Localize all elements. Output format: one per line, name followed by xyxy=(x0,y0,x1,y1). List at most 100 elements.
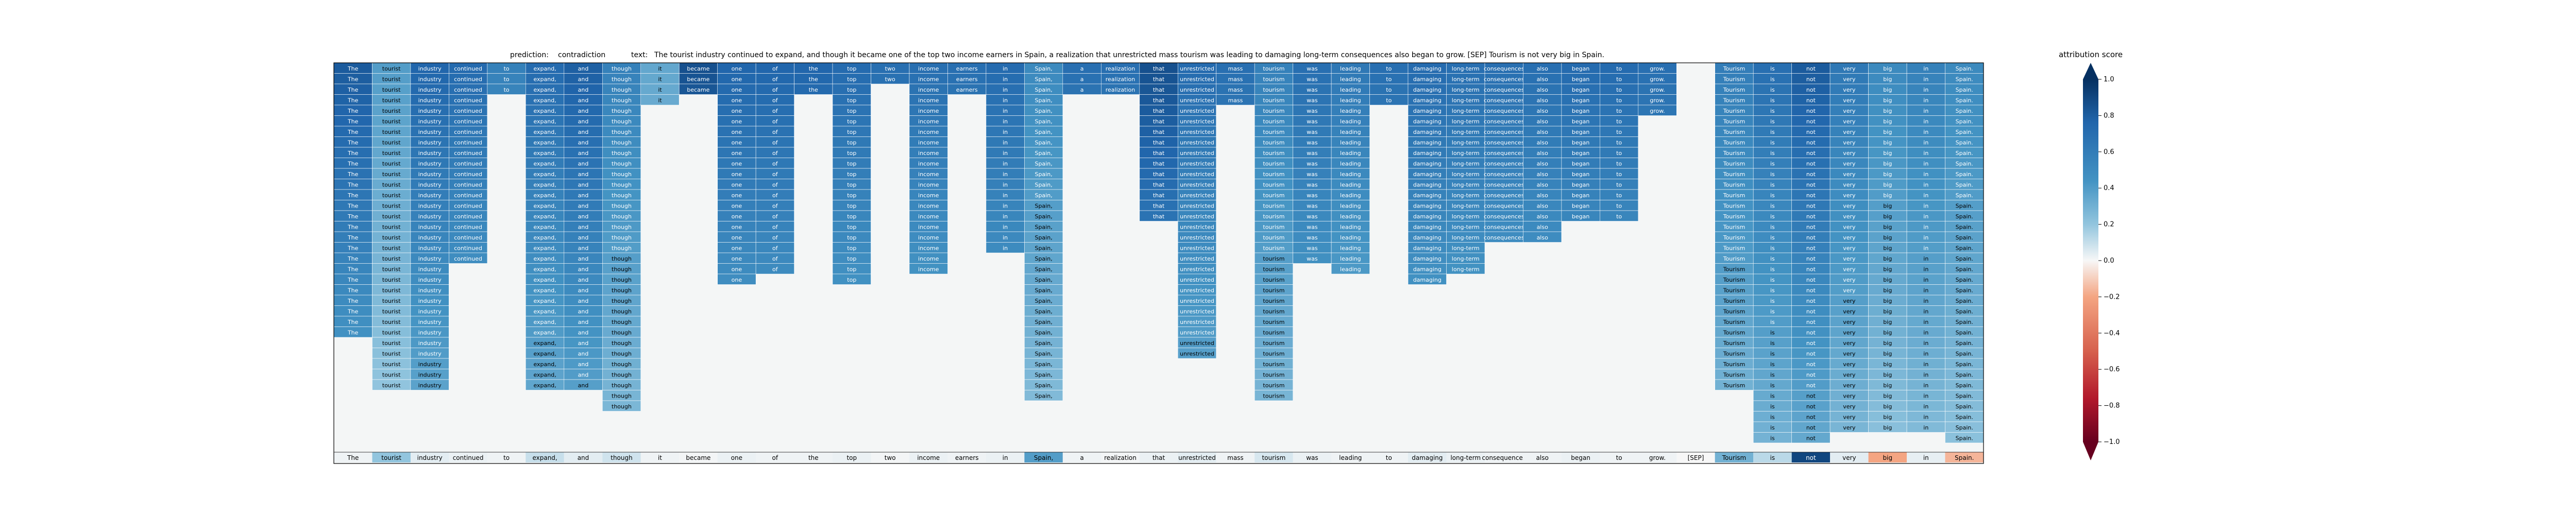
heatmap-cell-label: is xyxy=(1770,65,1775,72)
heatmap-cell-label: was xyxy=(1307,224,1318,230)
heatmap-cell-label: expand, xyxy=(533,65,556,72)
heatmap-cell-label: unrestricted xyxy=(1180,340,1214,347)
heatmap-cell-label: industry xyxy=(418,350,442,357)
heatmap-cell-label: tourism xyxy=(1263,224,1284,230)
heatmap-cell-label: though xyxy=(612,255,632,262)
heatmap-cell-label: not xyxy=(1806,266,1816,272)
heatmap-cell-label: Spain, xyxy=(1035,192,1052,199)
heatmap-cell-label: and xyxy=(578,213,589,220)
heatmap-cell-label: Spain. xyxy=(1956,350,1973,357)
token-label: industry xyxy=(417,454,443,461)
prediction-value: contradiction xyxy=(558,51,605,59)
heatmap-cell-label: unrestricted xyxy=(1180,171,1214,178)
heatmap-cell-label: very xyxy=(1843,76,1856,82)
heatmap-cell-label: is xyxy=(1770,202,1775,209)
heatmap-cell-label: in xyxy=(1923,361,1928,368)
heatmap-cell-label: to xyxy=(1616,192,1622,199)
heatmap-cell-label: that xyxy=(1153,118,1165,125)
token-cell xyxy=(1676,452,1715,462)
heatmap-cell-label: unrestricted xyxy=(1180,298,1214,304)
heatmap-cell-label: leading xyxy=(1340,266,1361,272)
heatmap-cell-label: to xyxy=(504,87,510,93)
heatmap-cell-label: very xyxy=(1843,371,1856,378)
heatmap-cell-label: to xyxy=(1616,118,1622,125)
heatmap-cell-label: damaging xyxy=(1413,202,1442,209)
heatmap-cell-label: Spain. xyxy=(1956,118,1973,125)
heatmap-cell-label: The xyxy=(347,129,359,135)
heatmap-cell-label: damaging xyxy=(1413,213,1442,220)
heatmap-cell-label: is xyxy=(1770,171,1775,178)
heatmap-cell xyxy=(1331,263,1370,274)
heatmap-cell-label: Spain, xyxy=(1035,392,1052,399)
heatmap-cell-label: Tourism xyxy=(1723,129,1745,135)
heatmap-cell-label: tourist xyxy=(382,65,401,72)
heatmap-cell-label: is xyxy=(1770,340,1775,347)
heatmap-cell-label: Spain, xyxy=(1035,129,1052,135)
heatmap-cell-label: tourist xyxy=(382,245,401,251)
heatmap-cell-label: continued xyxy=(454,245,482,251)
token-label: Spain. xyxy=(1955,454,1974,461)
heatmap-cell-label: and xyxy=(578,108,589,114)
heatmap-cell-label: a xyxy=(1080,65,1084,72)
heatmap-cell-label: leading xyxy=(1340,118,1361,125)
heatmap-cell-label: big xyxy=(1883,414,1892,420)
heatmap-cell-label: to xyxy=(1386,65,1392,72)
heatmap-cell-label: though xyxy=(612,234,632,241)
heatmap-cell-label: industry xyxy=(418,76,442,82)
heatmap-cell-label: realization xyxy=(1106,87,1136,93)
heatmap-cell-label: consequences xyxy=(1484,171,1524,178)
token-label: realization xyxy=(1104,454,1137,461)
heatmap-cell-label: is xyxy=(1770,224,1775,230)
heatmap-cell-label: though xyxy=(612,192,632,199)
heatmap-cell-label: Tourism xyxy=(1723,371,1745,378)
heatmap-cell-label: very xyxy=(1843,255,1856,262)
heatmap-cell-label: Spain, xyxy=(1035,160,1052,167)
heatmap-cell-label: in xyxy=(1003,87,1008,93)
heatmap-cell-label: began xyxy=(1572,118,1589,125)
heatmap-cell-label: though xyxy=(612,319,632,325)
heatmap-cell-label: also xyxy=(1537,87,1549,93)
token-label: a xyxy=(1080,454,1083,461)
heatmap-cell-label: industry xyxy=(418,277,442,283)
heatmap-cell-label: top xyxy=(847,118,856,125)
heatmap-cell-label: continued xyxy=(454,255,482,262)
heatmap-cell-label: earners xyxy=(956,76,978,82)
token-label: also xyxy=(1536,454,1549,461)
heatmap-cell-label: Tourism xyxy=(1723,87,1745,93)
heatmap-cell-label: very xyxy=(1843,319,1856,325)
heatmap-cell-label: tourism xyxy=(1263,350,1284,357)
heatmap-cell-label: continued xyxy=(454,213,482,220)
heatmap-cell xyxy=(449,252,488,264)
heatmap-cell-label: not xyxy=(1806,87,1816,93)
heatmap-cell-label: tourist xyxy=(382,340,401,347)
heatmap-cell-label: in xyxy=(1003,171,1008,178)
heatmap-cell-label: is xyxy=(1770,213,1775,220)
heatmap-cell-label: is xyxy=(1770,266,1775,272)
heatmap-cell-label: income xyxy=(918,108,939,114)
heatmap-cell-label: not xyxy=(1806,139,1816,146)
heatmap-cell-label: of xyxy=(772,139,778,146)
heatmap-cell-label: big xyxy=(1883,97,1892,104)
heatmap-cell-label: that xyxy=(1153,87,1165,93)
heatmap-cell-label: Tourism xyxy=(1723,224,1745,230)
heatmap-cell-label: Tourism xyxy=(1723,287,1745,294)
heatmap-cell-label: expand, xyxy=(533,340,556,347)
heatmap-cell-label: one xyxy=(732,139,742,146)
token-cell xyxy=(1791,452,1831,462)
heatmap-panel: TheTheTheTheTheTheTheTheTheTheTheTheTheT… xyxy=(333,62,1984,464)
heatmap-cell-label: unrestricted xyxy=(1180,192,1214,199)
token-label: continued xyxy=(453,454,484,461)
heatmap-cell-label: big xyxy=(1883,382,1892,389)
heatmap-cell-label: is xyxy=(1770,435,1775,441)
token-label: to xyxy=(1386,454,1392,461)
heatmap-cell-label: of xyxy=(772,76,778,82)
heatmap-cell-label: top xyxy=(847,150,856,157)
heatmap-cell-label: tourism xyxy=(1263,192,1284,199)
heatmap-cell-label: top xyxy=(847,192,856,199)
heatmap-cell-label: tourist xyxy=(382,213,401,220)
heatmap-cell-label: tourism xyxy=(1263,277,1284,283)
heatmap-cell-label: in xyxy=(1923,403,1928,410)
heatmap-cell-label: Spain. xyxy=(1956,150,1973,157)
heatmap-cell-label: leading xyxy=(1340,97,1361,104)
heatmap-cell-label: in xyxy=(1003,97,1008,104)
